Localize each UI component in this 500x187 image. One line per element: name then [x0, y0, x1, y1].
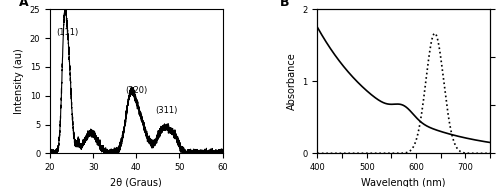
Text: (111): (111) [56, 28, 78, 37]
X-axis label: 2θ (Graus): 2θ (Graus) [110, 178, 162, 187]
Text: B: B [280, 0, 289, 10]
X-axis label: Wavelength (nm): Wavelength (nm) [362, 178, 446, 187]
Y-axis label: Absorbance: Absorbance [287, 53, 297, 110]
Y-axis label: Intensity (au): Intensity (au) [14, 48, 24, 114]
Text: (220): (220) [125, 86, 148, 95]
Text: A: A [19, 0, 28, 10]
Text: (311): (311) [156, 106, 178, 115]
